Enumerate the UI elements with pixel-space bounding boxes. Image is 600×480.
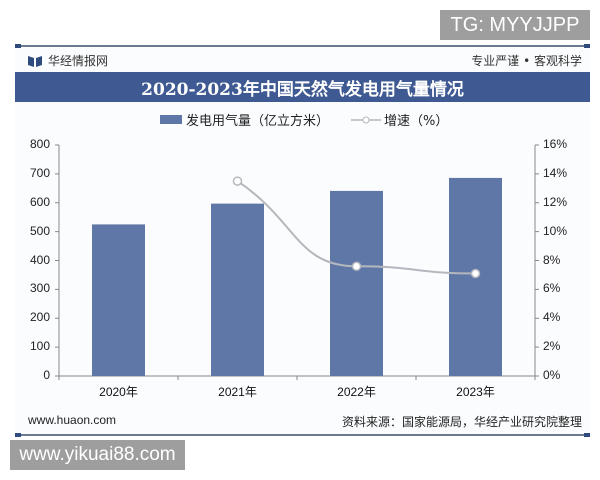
chart-title: 2020-2023年中国天然气发电用气量情况 (15, 72, 590, 102)
left-tick-label: 700 (29, 165, 50, 180)
category-label: 2022年 (337, 385, 376, 399)
legend-bar-label: 发电用气量（亿立方米） (186, 114, 330, 129)
bottom-divider (15, 433, 590, 437)
right-tick-label: 12% (543, 194, 568, 209)
footer-source: 资料来源：国家能源局，华经产业研究院整理 (341, 415, 582, 429)
right-tick-label: 16% (543, 137, 568, 151)
left-tick-label: 800 (29, 137, 50, 151)
bar (211, 203, 264, 376)
right-tick-label: 0% (543, 368, 561, 382)
left-tick-label: 200 (29, 310, 50, 325)
growth-markers (232, 176, 481, 279)
bar (330, 190, 383, 376)
legend-line-label: 增速（%） (384, 114, 449, 129)
category-label: 2020年 (99, 385, 138, 399)
category-label: 2023年 (456, 385, 495, 399)
growth-marker (351, 261, 362, 272)
left-tick-label: 500 (29, 223, 50, 238)
growth-marker (470, 268, 481, 279)
left-tick-label: 300 (29, 281, 50, 296)
brand-name: 华经情报网 (48, 54, 109, 68)
bar-series (92, 177, 502, 376)
legend: 发电用气量（亿立方米） 增速（%） (160, 110, 448, 129)
watermark-site: www.yikuai88.com (10, 440, 185, 470)
bar (92, 224, 145, 376)
watermark-telegram: TG: MYYJJPP (440, 10, 590, 40)
slogan: 专业严谨 • 客观科学 (471, 54, 582, 68)
legend-bar-swatch (160, 115, 182, 124)
right-tick-label: 6% (543, 281, 561, 296)
right-tick-label: 2% (543, 339, 561, 354)
brand: 华经情报网 (28, 52, 108, 69)
legend-line-swatch (351, 116, 382, 123)
left-tick-label: 100 (29, 339, 50, 354)
right-tick-label: 14% (543, 165, 568, 180)
right-tick-label: 4% (543, 310, 561, 325)
left-tick-label: 600 (29, 194, 50, 209)
right-tick-label: 8% (543, 252, 561, 267)
left-tick-label: 400 (29, 252, 50, 267)
top-divider (15, 44, 590, 48)
category-label: 2021年 (218, 385, 257, 399)
growth-marker (232, 176, 243, 186)
left-tick-label: 0 (43, 368, 50, 382)
book-logo-icon (28, 55, 42, 67)
right-tick-label: 10% (543, 223, 568, 238)
footer-website: www.huaon.com (28, 413, 117, 427)
